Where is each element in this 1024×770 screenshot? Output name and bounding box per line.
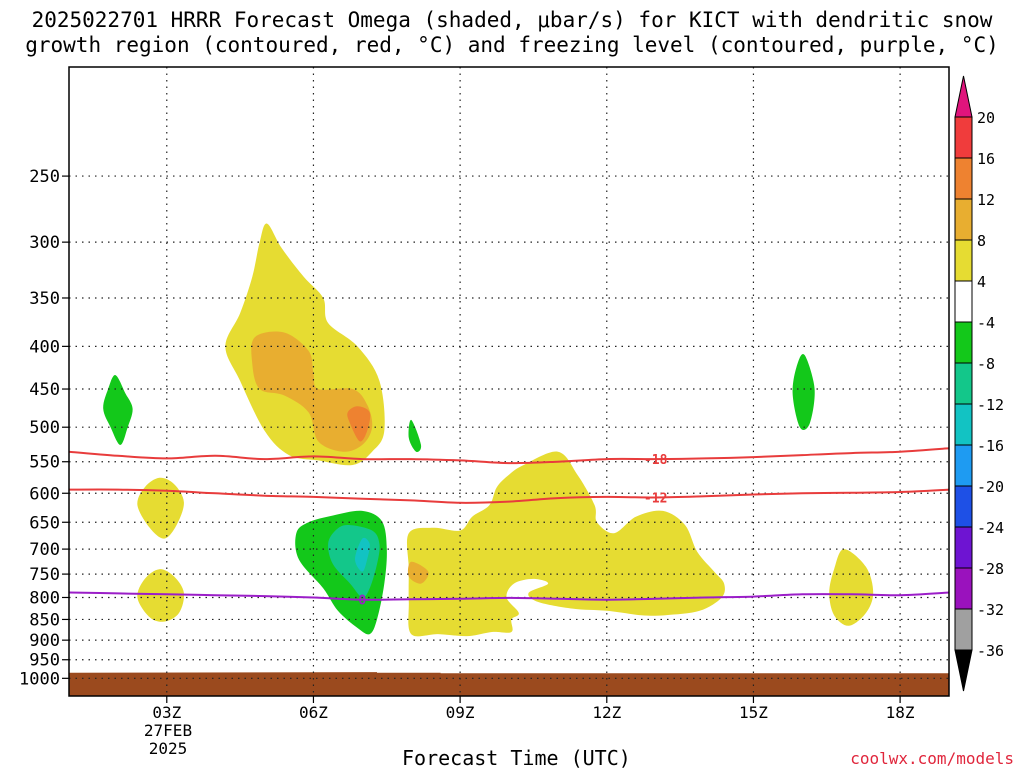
omega-region-1 <box>251 331 373 452</box>
colorbar-label--20: -20 <box>977 478 1004 496</box>
contour--12 <box>69 488 949 504</box>
y-tick-label-750: 750 <box>29 565 60 585</box>
colorbar-swatch-9 <box>954 444 973 487</box>
chart-title-line-2: growth region (contoured, red, °C) and f… <box>25 33 999 57</box>
omega-region-10 <box>829 549 874 626</box>
omega-region-6 <box>408 419 422 452</box>
x-tick-label-09Z: 09Z <box>446 703 475 722</box>
y-tick-label-800: 800 <box>29 588 60 608</box>
colorbar: 20 16 12 8 4 -4 -8 -12 -16 -20 -24 -28 -32 -36 <box>954 75 1004 692</box>
contour-label-0: 0 <box>358 594 366 609</box>
plot-frame <box>68 66 950 697</box>
y-tick-label-250: 250 <box>29 167 60 187</box>
colorbar-label-20: 20 <box>977 109 995 127</box>
colorbar-swatch-3 <box>954 198 973 241</box>
colorbar-bottom-arrow <box>954 649 973 692</box>
y-tick-label-400: 400 <box>29 337 60 357</box>
x-tick-label-15Z: 15Z <box>739 703 768 722</box>
colorbar-swatch-10 <box>954 485 973 528</box>
colorbar-label-12: 12 <box>977 191 995 209</box>
y-tick-label-550: 550 <box>29 453 60 473</box>
contour-0 <box>69 591 949 601</box>
y-tick-label-700: 700 <box>29 540 60 560</box>
colorbar-swatch-13 <box>954 608 973 651</box>
y-tick-label-350: 350 <box>29 289 60 309</box>
y-tick-label-900: 900 <box>29 631 60 651</box>
source-credit: coolwx.com/models <box>850 749 1014 768</box>
x-tick-label-18Z: 18Z <box>886 703 915 722</box>
colorbar-label--4: -4 <box>977 314 995 332</box>
chart-title-line-1: 2025022701 HRRR Forecast Omega (shaded, … <box>31 8 993 32</box>
colorbar-swatch-8 <box>954 403 973 446</box>
colorbar-label-8: 8 <box>977 232 986 250</box>
y-tick-label-650: 650 <box>29 513 60 533</box>
x-axis-label: Forecast Time (UTC) <box>402 746 631 770</box>
y-tick-label-850: 850 <box>29 610 60 630</box>
contour--18 <box>69 447 949 465</box>
y-tick-label-450: 450 <box>29 380 60 400</box>
contour-label--12: -12 <box>644 491 667 506</box>
y-tick-label-500: 500 <box>29 418 60 438</box>
colorbar-swatch-2 <box>954 157 973 200</box>
y-tick-label-950: 950 <box>29 651 60 671</box>
colorbar-label-4: 4 <box>977 273 986 291</box>
x-tick-label-06Z: 06Z <box>299 703 328 722</box>
omega-region-9 <box>407 561 429 584</box>
colorbar-swatch-1 <box>954 116 973 159</box>
colorbar-swatch-6 <box>954 321 973 364</box>
colorbar-swatch-4 <box>954 239 973 282</box>
y-tick-label-300: 300 <box>29 233 60 253</box>
omega-region-2 <box>347 406 371 442</box>
colorbar-label-16: 16 <box>977 150 995 168</box>
omega-region-13 <box>355 537 370 572</box>
omega-region-8 <box>406 451 725 637</box>
colorbar-label--32: -32 <box>977 601 1004 619</box>
omega-region-5 <box>103 375 133 445</box>
omega-region-7 <box>792 353 815 430</box>
colorbar-label--12: -12 <box>977 396 1004 414</box>
colorbar-label--24: -24 <box>977 519 1004 537</box>
y-tick-label-600: 600 <box>29 484 60 504</box>
colorbar-label--28: -28 <box>977 560 1004 578</box>
x-tick-label-12Z: 12Z <box>592 703 621 722</box>
x-tick-label-03Z: 03Z <box>152 703 181 722</box>
omega-region-3 <box>137 477 184 539</box>
contour-label--18: -18 <box>644 453 668 468</box>
colorbar-swatch-5 <box>954 280 973 323</box>
ground-fill <box>69 672 949 696</box>
colorbar-top-arrow <box>954 75 973 118</box>
colorbar-swatch-11 <box>954 526 973 569</box>
omega-region-4 <box>137 569 185 622</box>
colorbar-swatch-7 <box>954 362 973 405</box>
colorbar-swatch-12 <box>954 567 973 610</box>
y-tick-label-1000: 1000 <box>19 669 60 689</box>
colorbar-label--16: -16 <box>977 437 1004 455</box>
colorbar-label--8: -8 <box>977 355 995 373</box>
x-date-label: 27FEB <box>144 721 192 740</box>
colorbar-label--36: -36 <box>977 642 1004 660</box>
x-year-label: 2025 <box>149 739 188 758</box>
